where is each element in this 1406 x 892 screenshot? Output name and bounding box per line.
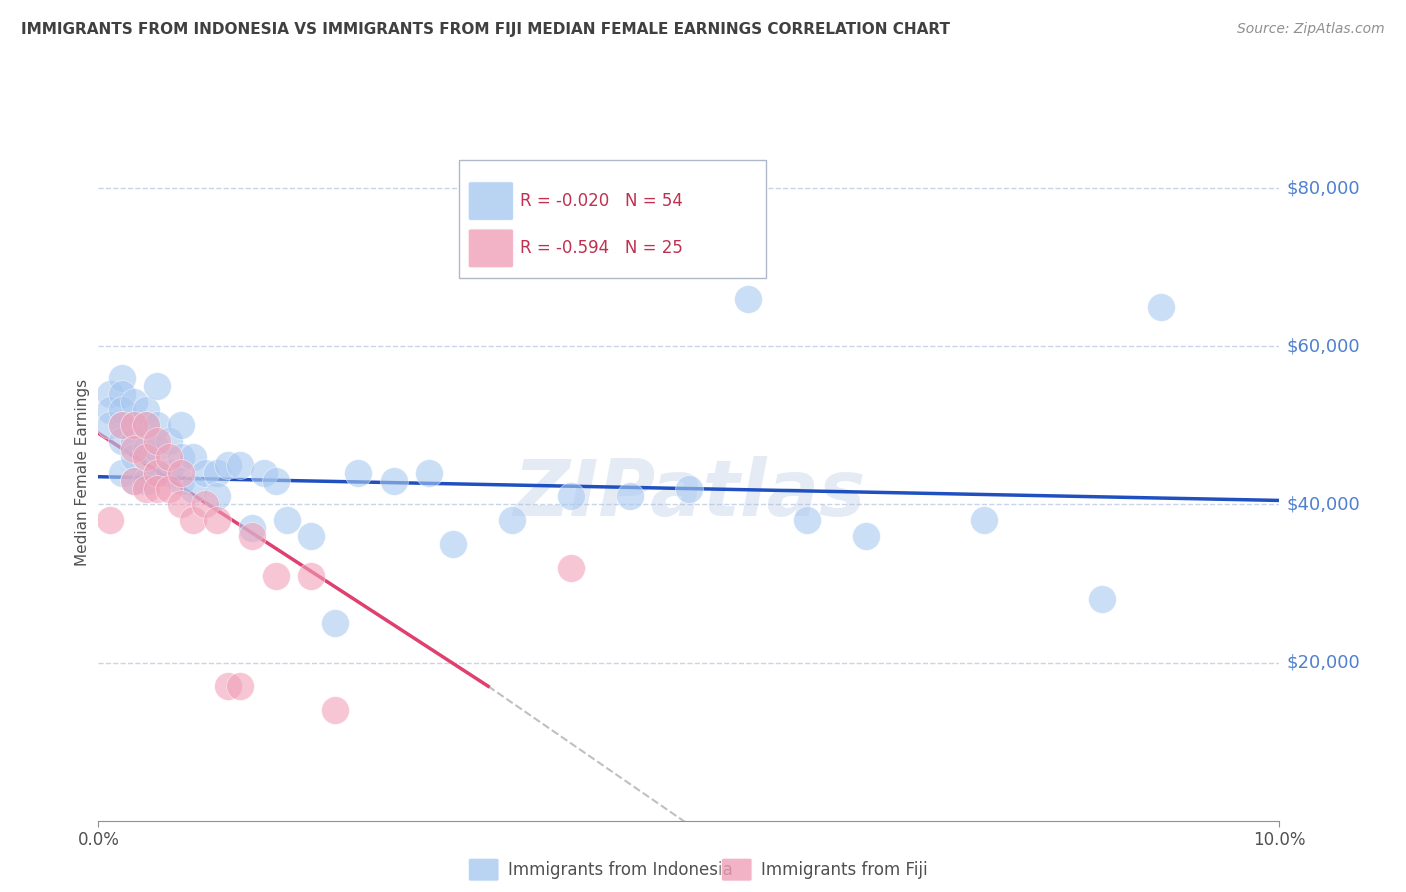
Point — [146, 482, 169, 496]
Point — [135, 474, 157, 488]
Text: R = -0.594   N = 25: R = -0.594 N = 25 — [520, 239, 683, 258]
Point — [194, 497, 217, 511]
Point — [323, 615, 346, 630]
Point — [111, 371, 134, 385]
Text: R = -0.020   N = 54: R = -0.020 N = 54 — [520, 192, 683, 210]
Point — [98, 513, 121, 527]
Point — [146, 379, 169, 393]
Point — [737, 292, 759, 306]
Point — [157, 450, 180, 464]
Point — [146, 418, 169, 433]
Point — [170, 466, 193, 480]
Text: Immigrants from Indonesia: Immigrants from Indonesia — [508, 861, 733, 879]
Point — [122, 418, 145, 433]
Point — [111, 434, 134, 449]
Text: Source: ZipAtlas.com: Source: ZipAtlas.com — [1237, 22, 1385, 37]
Point — [253, 466, 276, 480]
Point — [264, 568, 287, 582]
Point — [122, 394, 145, 409]
Text: $60,000: $60,000 — [1286, 337, 1360, 355]
Point — [264, 474, 287, 488]
Point — [170, 474, 193, 488]
Point — [170, 497, 193, 511]
Point — [135, 402, 157, 417]
Text: $80,000: $80,000 — [1286, 179, 1360, 197]
Point — [181, 513, 204, 527]
Point — [181, 450, 204, 464]
Point — [170, 450, 193, 464]
Point — [157, 434, 180, 449]
Point — [418, 466, 440, 480]
Point — [111, 418, 134, 433]
Point — [855, 529, 877, 543]
Point — [146, 466, 169, 480]
Point — [299, 568, 322, 582]
Text: Immigrants from Fiji: Immigrants from Fiji — [761, 861, 928, 879]
Point — [1091, 592, 1114, 607]
Point — [441, 537, 464, 551]
Point — [122, 474, 145, 488]
Point — [122, 434, 145, 449]
Point — [194, 466, 217, 480]
Point — [122, 450, 145, 464]
Point — [217, 458, 239, 472]
Text: ZIPatlas: ZIPatlas — [513, 456, 865, 532]
Point — [560, 560, 582, 574]
Point — [157, 466, 180, 480]
Text: IMMIGRANTS FROM INDONESIA VS IMMIGRANTS FROM FIJI MEDIAN FEMALE EARNINGS CORRELA: IMMIGRANTS FROM INDONESIA VS IMMIGRANTS … — [21, 22, 950, 37]
Point — [135, 442, 157, 456]
Point — [205, 513, 228, 527]
Point — [229, 458, 252, 472]
Point — [619, 490, 641, 504]
Point — [229, 679, 252, 693]
Text: $40,000: $40,000 — [1286, 495, 1360, 514]
Point — [181, 482, 204, 496]
Point — [111, 402, 134, 417]
Point — [217, 679, 239, 693]
Point — [382, 474, 405, 488]
Point — [796, 513, 818, 527]
Point — [135, 450, 157, 464]
Point — [240, 521, 263, 535]
Point — [98, 418, 121, 433]
Point — [276, 513, 298, 527]
Point — [111, 418, 134, 433]
Point — [98, 402, 121, 417]
Point — [205, 466, 228, 480]
Point — [170, 418, 193, 433]
Point — [146, 442, 169, 456]
Point — [157, 482, 180, 496]
Point — [135, 418, 157, 433]
Point — [1150, 300, 1173, 314]
Point — [135, 482, 157, 496]
Point — [111, 386, 134, 401]
Point — [347, 466, 370, 480]
Point — [122, 418, 145, 433]
Point — [146, 466, 169, 480]
Point — [973, 513, 995, 527]
Point — [98, 386, 121, 401]
Point — [146, 434, 169, 449]
Y-axis label: Median Female Earnings: Median Female Earnings — [75, 379, 90, 566]
Point — [135, 418, 157, 433]
Point — [501, 513, 523, 527]
Point — [560, 490, 582, 504]
Point — [678, 482, 700, 496]
Point — [111, 466, 134, 480]
Point — [240, 529, 263, 543]
Point — [122, 474, 145, 488]
Point — [205, 490, 228, 504]
Point — [299, 529, 322, 543]
Point — [323, 703, 346, 717]
Text: $20,000: $20,000 — [1286, 654, 1360, 672]
Point — [122, 442, 145, 456]
